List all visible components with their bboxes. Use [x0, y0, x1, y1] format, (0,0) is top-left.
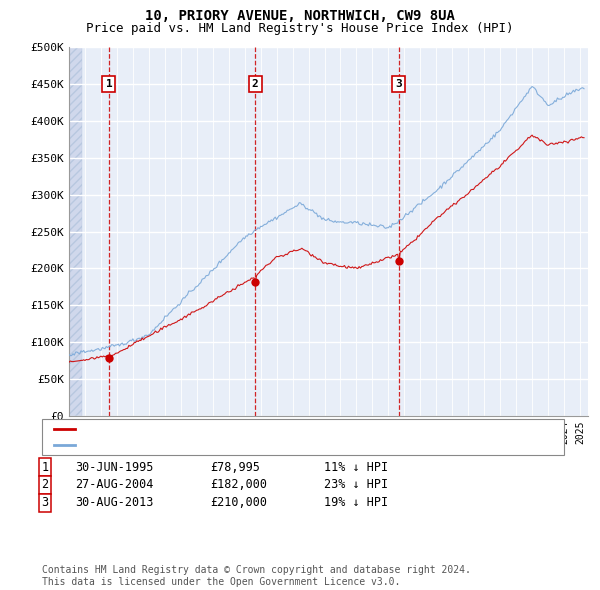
Text: Contains HM Land Registry data © Crown copyright and database right 2024.
This d: Contains HM Land Registry data © Crown c…: [42, 565, 471, 587]
Text: Price paid vs. HM Land Registry's House Price Index (HPI): Price paid vs. HM Land Registry's House …: [86, 22, 514, 35]
Text: 2: 2: [41, 478, 49, 491]
Text: 1: 1: [106, 79, 112, 89]
Text: 30-JUN-1995: 30-JUN-1995: [75, 461, 154, 474]
Text: £210,000: £210,000: [210, 496, 267, 509]
Text: 1: 1: [41, 461, 49, 474]
Text: 27-AUG-2004: 27-AUG-2004: [75, 478, 154, 491]
Text: £78,995: £78,995: [210, 461, 260, 474]
Text: 3: 3: [41, 496, 49, 509]
Text: 19% ↓ HPI: 19% ↓ HPI: [324, 496, 388, 509]
Text: 30-AUG-2013: 30-AUG-2013: [75, 496, 154, 509]
Text: HPI: Average price, detached house, Cheshire West and Chester: HPI: Average price, detached house, Ches…: [78, 440, 490, 450]
Text: 23% ↓ HPI: 23% ↓ HPI: [324, 478, 388, 491]
Text: 10, PRIORY AVENUE, NORTHWICH, CW9 8UA (detached house): 10, PRIORY AVENUE, NORTHWICH, CW9 8UA (d…: [78, 424, 443, 434]
Text: 2: 2: [252, 79, 259, 89]
Text: 11% ↓ HPI: 11% ↓ HPI: [324, 461, 388, 474]
Text: 3: 3: [395, 79, 402, 89]
Text: 10, PRIORY AVENUE, NORTHWICH, CW9 8UA: 10, PRIORY AVENUE, NORTHWICH, CW9 8UA: [145, 9, 455, 23]
Text: £182,000: £182,000: [210, 478, 267, 491]
